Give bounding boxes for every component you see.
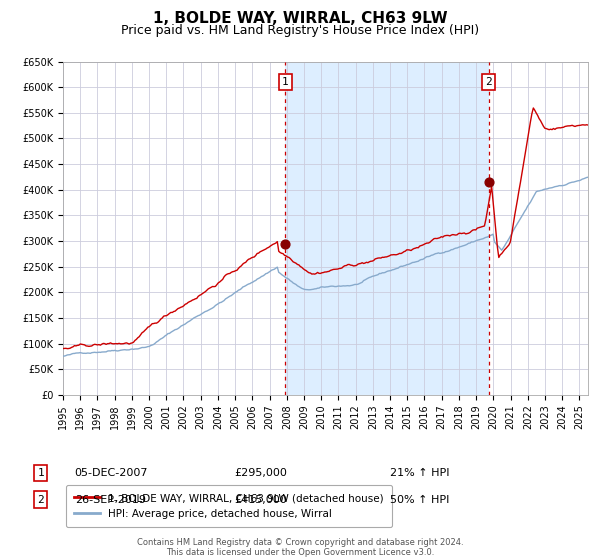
Text: 2: 2 xyxy=(37,494,44,505)
Text: £415,000: £415,000 xyxy=(235,494,287,505)
Point xyxy=(281,239,290,248)
Text: 05-DEC-2007: 05-DEC-2007 xyxy=(74,468,148,478)
Text: 50% ↑ HPI: 50% ↑ HPI xyxy=(391,494,449,505)
Text: Price paid vs. HM Land Registry's House Price Index (HPI): Price paid vs. HM Land Registry's House … xyxy=(121,24,479,36)
Bar xyxy=(286,62,488,395)
Point xyxy=(484,178,493,186)
Text: Contains HM Land Registry data © Crown copyright and database right 2024.
This d: Contains HM Land Registry data © Crown c… xyxy=(137,538,463,557)
Text: £295,000: £295,000 xyxy=(235,468,287,478)
Text: 1: 1 xyxy=(282,77,289,87)
Text: 1: 1 xyxy=(37,468,44,478)
Text: 2: 2 xyxy=(485,77,492,87)
Text: 26-SEP-2019: 26-SEP-2019 xyxy=(76,494,146,505)
Text: 21% ↑ HPI: 21% ↑ HPI xyxy=(390,468,450,478)
Legend: 1, BOLDE WAY, WIRRAL, CH63 9LW (detached house), HPI: Average price, detached ho: 1, BOLDE WAY, WIRRAL, CH63 9LW (detached… xyxy=(65,485,392,528)
Text: 1, BOLDE WAY, WIRRAL, CH63 9LW: 1, BOLDE WAY, WIRRAL, CH63 9LW xyxy=(152,11,448,26)
